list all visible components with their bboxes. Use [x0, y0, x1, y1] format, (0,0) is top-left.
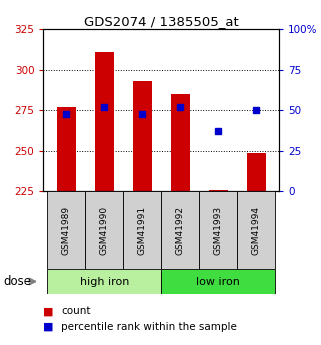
Text: GSM41989: GSM41989 — [62, 206, 71, 255]
Bar — [161, 191, 199, 269]
Bar — [199, 191, 238, 269]
Text: ■: ■ — [43, 322, 54, 332]
Text: GSM41992: GSM41992 — [176, 206, 185, 255]
Text: count: count — [61, 306, 91, 316]
Text: high iron: high iron — [80, 277, 129, 286]
Bar — [247, 152, 266, 191]
Bar — [56, 107, 76, 191]
Text: low iron: low iron — [196, 277, 240, 286]
Text: percentile rank within the sample: percentile rank within the sample — [61, 322, 237, 332]
Text: ■: ■ — [43, 306, 54, 316]
Bar — [47, 269, 161, 294]
Bar — [133, 81, 152, 191]
Title: GDS2074 / 1385505_at: GDS2074 / 1385505_at — [84, 15, 239, 28]
Bar — [85, 191, 123, 269]
Text: GSM41991: GSM41991 — [138, 206, 147, 255]
Bar — [209, 190, 228, 191]
Bar — [171, 94, 190, 191]
Bar — [123, 191, 161, 269]
Text: GSM41994: GSM41994 — [252, 206, 261, 255]
Bar — [47, 191, 85, 269]
Bar — [161, 269, 275, 294]
Text: dose: dose — [3, 275, 31, 288]
Bar — [238, 191, 275, 269]
Text: GSM41993: GSM41993 — [214, 206, 223, 255]
Text: GSM41990: GSM41990 — [100, 206, 109, 255]
Bar — [95, 52, 114, 191]
